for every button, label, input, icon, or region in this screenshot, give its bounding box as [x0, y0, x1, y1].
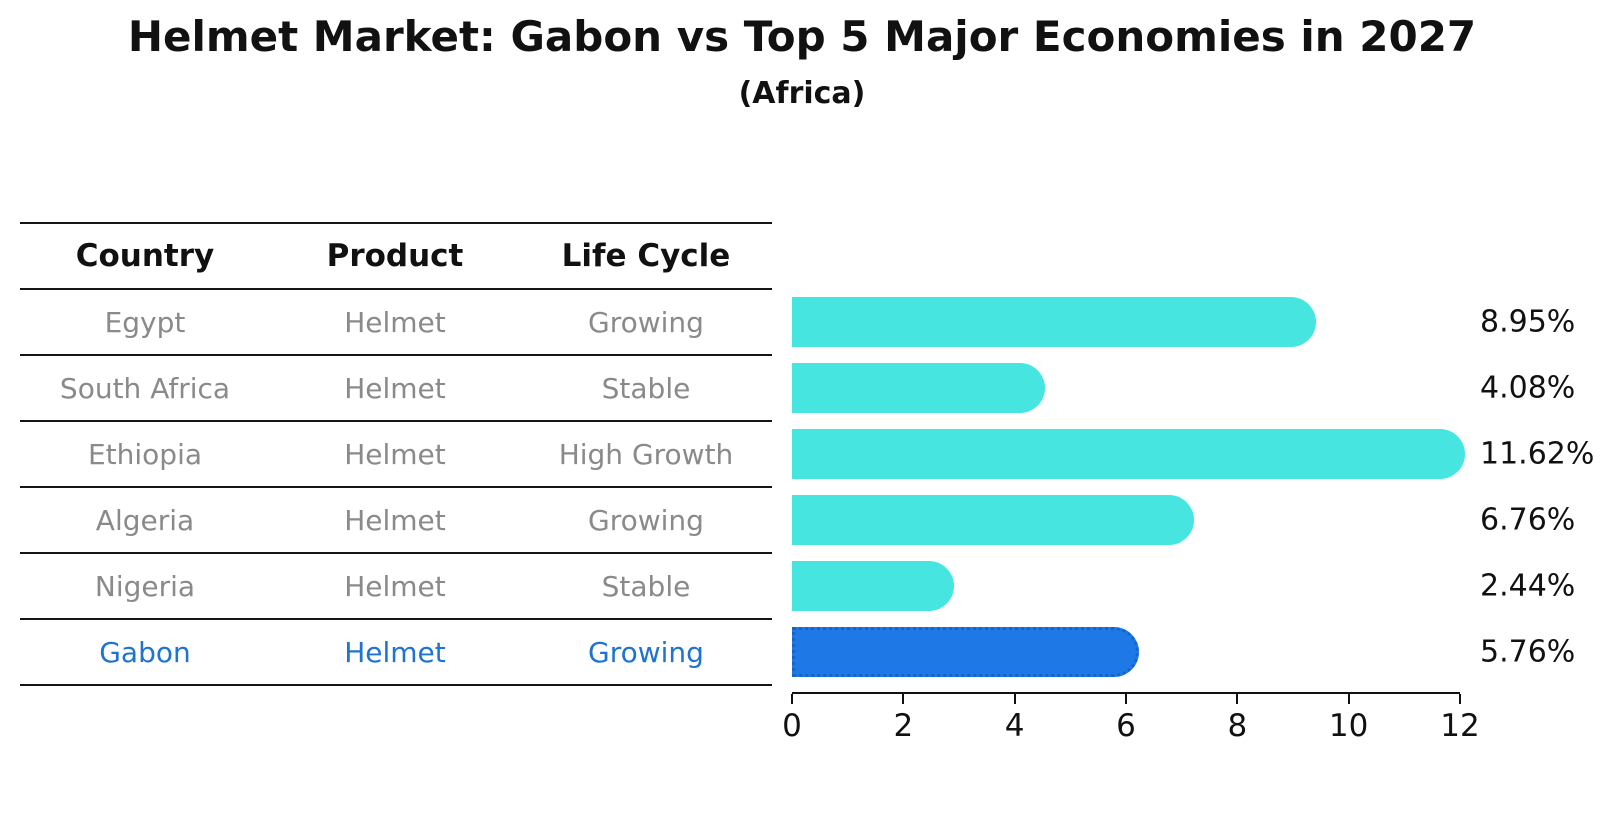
- table-cell-product: Helmet: [344, 569, 446, 603]
- bar-algeria: [792, 495, 1195, 545]
- x-tick-label: 6: [1116, 708, 1136, 744]
- table-header-product: Product: [326, 238, 464, 274]
- x-tick-label: 4: [1004, 708, 1025, 744]
- table-cell-country: Algeria: [95, 503, 195, 537]
- x-tick-mark: [1013, 694, 1016, 704]
- x-tick-mark: [1125, 694, 1127, 704]
- x-tick-label: 12: [1440, 708, 1480, 744]
- table-cell-life-cycle: Growing: [588, 635, 704, 669]
- x-tick-mark: [1236, 694, 1239, 704]
- x-tick-mark: [1347, 694, 1350, 704]
- table-cell-product: Helmet: [344, 503, 446, 537]
- country-table: Country Product Life Cycle Egypt Helmet Gr…: [20, 222, 772, 686]
- bar-south-africa: [792, 363, 1046, 413]
- x-tick-mark: [791, 694, 793, 704]
- bar-value-label: 5.76%: [1480, 634, 1576, 670]
- x-tick-mark: [902, 694, 905, 704]
- table-cell-product: Helmet: [344, 437, 446, 471]
- table-row: Ethiopia Helmet High Growth: [20, 422, 772, 488]
- table-cell-life-cycle: Growing: [588, 305, 704, 339]
- table-row: Nigeria Helmet Stable: [20, 554, 772, 620]
- table-row: South Africa Helmet Stable: [20, 356, 772, 422]
- table-row: Algeria Helmet Growing: [20, 488, 772, 554]
- x-axis-line: [792, 692, 1460, 694]
- table-cell-product: Helmet: [344, 371, 446, 405]
- table-cell-life-cycle: Growing: [588, 503, 704, 537]
- bar-value-label: 6.76%: [1480, 502, 1576, 538]
- table-row: Egypt Helmet Growing: [20, 290, 772, 356]
- table-header-row: Country Product Life Cycle: [20, 224, 772, 290]
- x-tick-label: 2: [893, 708, 914, 744]
- bar-ethiopia: [792, 429, 1465, 479]
- bar-value-label: 2.44%: [1480, 568, 1576, 604]
- table-header-lifecycle: Life Cycle: [561, 238, 731, 274]
- table-cell-life-cycle: High Growth: [558, 437, 734, 471]
- table-body: Egypt Helmet Growing South Africa Helmet Stab…: [20, 290, 772, 686]
- chart-subtitle: (Africa): [738, 76, 866, 111]
- bar-gabon: [792, 627, 1139, 677]
- table-cell-country: Nigeria: [94, 569, 196, 603]
- table-cell-life-cycle: Stable: [601, 569, 691, 603]
- bar-value-label: 11.62%: [1480, 436, 1595, 472]
- bar-nigeria: [792, 561, 954, 611]
- table-cell-country: Ethiopia: [87, 437, 203, 471]
- x-tick-label: 0: [782, 708, 802, 744]
- x-tick-label: 8: [1227, 708, 1248, 744]
- x-tick-mark: [1459, 694, 1461, 704]
- table-header-country: Country: [75, 238, 215, 274]
- table-cell-life-cycle: Stable: [601, 371, 691, 405]
- bar-value-label: 8.95%: [1480, 304, 1576, 340]
- x-tick-label: 10: [1328, 708, 1369, 744]
- table-row: Gabon Helmet Growing: [20, 620, 772, 686]
- table-cell-country: South Africa: [59, 371, 231, 405]
- table-cell-country: Egypt: [104, 305, 186, 339]
- table-cell-country: Gabon: [99, 635, 191, 669]
- table-cell-product: Helmet: [344, 635, 446, 669]
- bar-egypt: [792, 297, 1317, 347]
- chart-title: Helmet Market: Gabon vs Top 5 Major Econ…: [127, 12, 1477, 61]
- table-cell-product: Helmet: [344, 305, 446, 339]
- bar-value-label: 4.08%: [1480, 370, 1576, 406]
